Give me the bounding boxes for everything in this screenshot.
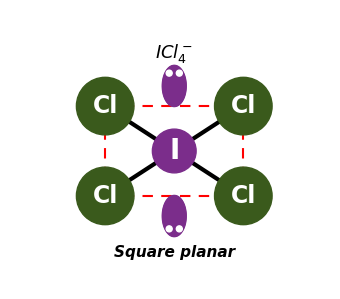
Text: $\mathit{ICl_4^-}$: $\mathit{ICl_4^-}$ <box>155 42 193 65</box>
Text: Cl: Cl <box>92 94 118 118</box>
Circle shape <box>215 167 272 225</box>
Text: Cl: Cl <box>92 184 118 208</box>
Circle shape <box>76 167 134 225</box>
Text: I: I <box>169 137 180 165</box>
Circle shape <box>176 226 182 232</box>
Polygon shape <box>162 196 186 237</box>
Circle shape <box>166 70 172 76</box>
Circle shape <box>176 70 182 76</box>
Circle shape <box>166 226 172 232</box>
Text: Cl: Cl <box>231 94 256 118</box>
Text: Square planar: Square planar <box>114 245 235 260</box>
Circle shape <box>152 129 196 173</box>
Circle shape <box>215 77 272 135</box>
Polygon shape <box>162 65 186 106</box>
Circle shape <box>76 77 134 135</box>
Text: Cl: Cl <box>231 184 256 208</box>
